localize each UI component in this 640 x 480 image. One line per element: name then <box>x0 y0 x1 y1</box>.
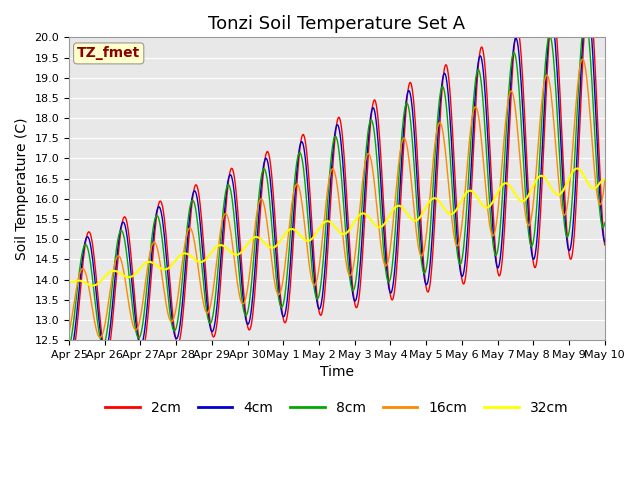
4cm <box>184 228 192 234</box>
Line: 4cm: 4cm <box>69 3 605 356</box>
2cm <box>419 240 426 245</box>
32cm <box>601 177 609 182</box>
X-axis label: Time: Time <box>320 365 354 380</box>
2cm <box>65 355 73 360</box>
Line: 32cm: 32cm <box>69 168 605 286</box>
8cm <box>130 315 138 321</box>
4cm <box>130 301 138 307</box>
Line: 8cm: 8cm <box>69 18 605 348</box>
2cm <box>67 357 74 363</box>
2cm <box>185 234 193 240</box>
16cm <box>601 178 609 184</box>
Y-axis label: Soil Temperature (C): Soil Temperature (C) <box>15 118 29 260</box>
4cm <box>584 0 591 6</box>
4cm <box>212 307 220 313</box>
16cm <box>185 226 193 231</box>
8cm <box>65 345 73 350</box>
4cm <box>65 353 73 359</box>
32cm <box>185 252 193 258</box>
2cm <box>601 242 609 248</box>
32cm <box>89 283 97 288</box>
2cm <box>131 294 138 300</box>
32cm <box>419 211 426 217</box>
32cm <box>403 210 410 216</box>
8cm <box>601 220 609 226</box>
16cm <box>403 141 410 146</box>
32cm <box>214 243 221 249</box>
8cm <box>184 216 192 221</box>
2cm <box>214 317 221 323</box>
16cm <box>419 253 426 259</box>
Line: 16cm: 16cm <box>69 59 605 337</box>
16cm <box>75 274 83 280</box>
2cm <box>403 101 410 107</box>
16cm <box>579 56 586 62</box>
Line: 2cm: 2cm <box>69 0 605 360</box>
8cm <box>402 102 410 108</box>
Title: Tonzi Soil Temperature Set A: Tonzi Soil Temperature Set A <box>208 15 465 33</box>
16cm <box>97 335 104 340</box>
2cm <box>76 298 83 303</box>
16cm <box>65 330 73 336</box>
32cm <box>75 277 83 283</box>
Text: TZ_fmet: TZ_fmet <box>77 47 140 60</box>
32cm <box>573 166 581 171</box>
8cm <box>212 283 220 288</box>
32cm <box>131 272 138 277</box>
8cm <box>417 258 425 264</box>
32cm <box>65 279 73 285</box>
Legend: 2cm, 4cm, 8cm, 16cm, 32cm: 2cm, 4cm, 8cm, 16cm, 32cm <box>100 396 574 421</box>
8cm <box>75 274 83 280</box>
4cm <box>75 291 83 297</box>
8cm <box>582 15 589 21</box>
4cm <box>601 239 609 245</box>
4cm <box>402 101 410 107</box>
4cm <box>417 245 425 251</box>
16cm <box>131 326 138 332</box>
16cm <box>214 253 221 259</box>
